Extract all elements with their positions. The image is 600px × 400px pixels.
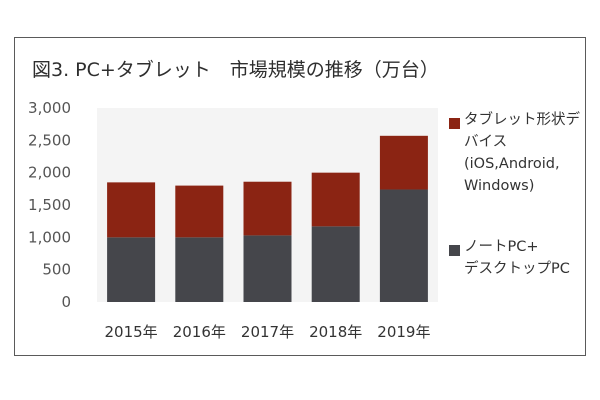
bar-tablet (175, 185, 224, 238)
x-axis-labels: 2015年 2016年 2017年 2018年 2019年 (105, 323, 431, 341)
legend-label: ノートPC+ (464, 239, 539, 255)
legend-label: (iOS,Android, (464, 156, 560, 172)
bar-pc (379, 189, 428, 302)
y-tick-label: 500 (42, 261, 71, 279)
x-tick-label: 2017年 (241, 323, 294, 341)
y-tick-label: 2,000 (28, 164, 71, 182)
bar-pc (175, 237, 224, 302)
x-tick-label: 2016年 (173, 323, 226, 341)
bar-tablet (243, 181, 292, 236)
legend-label: バイス (464, 134, 507, 150)
bar-pc (311, 226, 360, 302)
bar-tablet (379, 135, 428, 190)
y-tick-label: 3,000 (28, 99, 71, 117)
y-tick-label: 1,500 (28, 196, 71, 214)
legend-label: デスクトップPC (464, 259, 570, 277)
bar-tablet (311, 172, 360, 227)
chart-title: 図3. PC+タブレット 市場規模の推移（万台） (32, 58, 439, 81)
bar-pc (243, 235, 292, 302)
legend-label: Windows) (464, 178, 534, 194)
bar-pc (107, 237, 156, 302)
y-tick-label: 2,500 (28, 131, 71, 149)
y-tick-label: 0 (61, 293, 71, 311)
bar-group (107, 135, 428, 302)
bar-tablet (107, 182, 156, 238)
x-tick-label: 2015年 (105, 323, 158, 341)
y-tick-label: 1,000 (28, 228, 71, 246)
legend-label: タブレット形状デ (464, 110, 580, 128)
legend-swatch-pc (449, 245, 460, 256)
x-tick-label: 2019年 (377, 323, 430, 341)
x-tick-label: 2018年 (309, 323, 362, 341)
legend-swatch-tablet (449, 118, 460, 129)
y-axis-ticks: 0 500 1,000 1,500 2,000 2,500 3,000 (28, 99, 71, 311)
